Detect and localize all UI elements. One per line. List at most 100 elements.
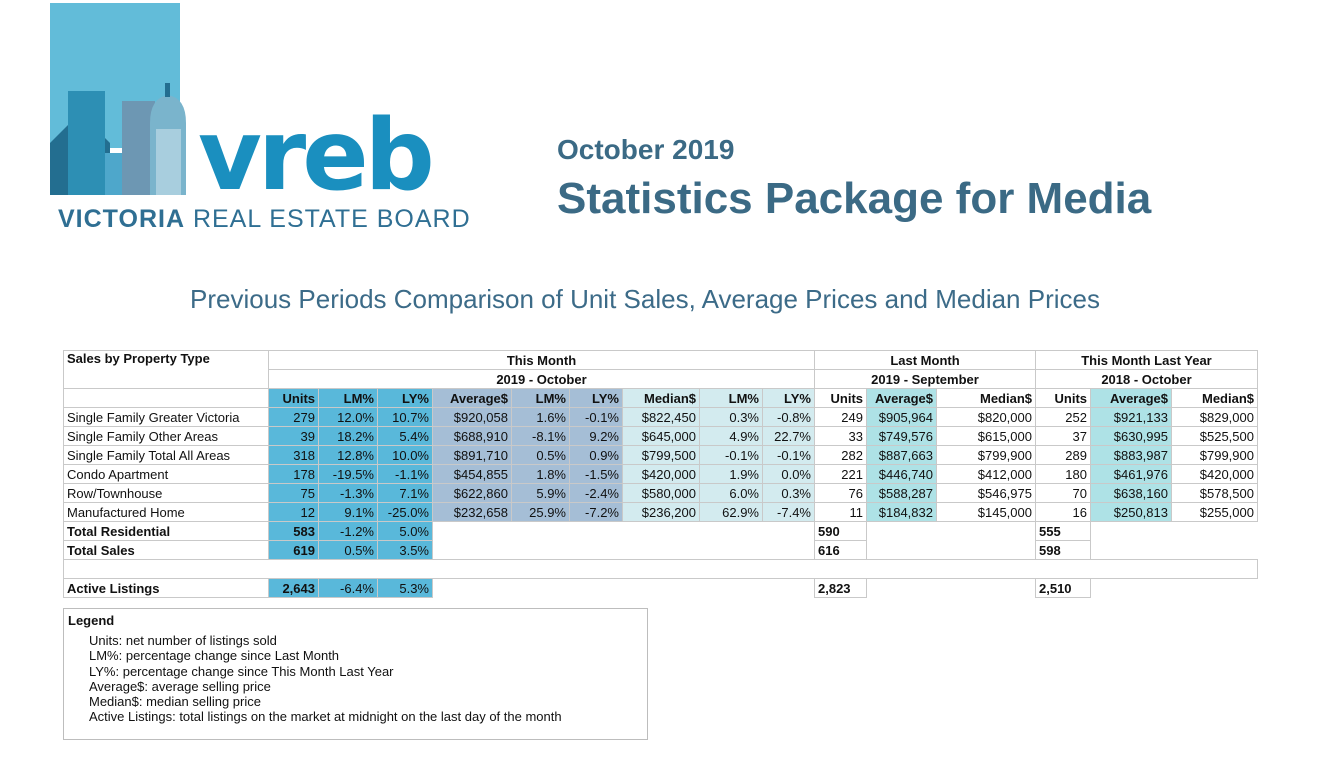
table-cell: -0.8% (762, 407, 815, 427)
table-cell: -1.3% (318, 483, 378, 503)
table-cell: $622,860 (432, 483, 512, 503)
table-cell: -6.4% (318, 578, 378, 598)
table-cell: $578,500 (1171, 483, 1258, 503)
table-cell: $525,500 (1171, 426, 1258, 446)
column-header: Average$ (1090, 388, 1172, 408)
table-cell: 70 (1035, 483, 1091, 503)
table-cell: 282 (814, 445, 867, 465)
empty-cell (1091, 579, 1258, 598)
table-cell: 1.6% (511, 407, 570, 427)
empty-cell (867, 541, 1036, 560)
empty-cell (433, 522, 815, 541)
legend-box: Legend Units: net number of listings sol… (63, 608, 648, 740)
table-cell: -25.0% (377, 502, 433, 522)
table-row: Row/Townhouse 75 -1.3% 7.1% $622,860 5.9% -2.4… (63, 483, 1258, 503)
table-cell: 25.9% (511, 502, 570, 522)
logo-word: vreb (198, 99, 431, 213)
table-cell: 5.4% (377, 426, 433, 446)
table-row: Single Family Other Areas 39 18.2% 5.4% $688… (63, 426, 1258, 446)
table-cell: 178 (268, 464, 319, 484)
table-cell: -2.4% (569, 483, 623, 503)
table-cell: -0.1% (699, 445, 763, 465)
table-cell: $232,658 (432, 502, 512, 522)
table-cell: 619 (268, 540, 319, 560)
table-cell: 279 (268, 407, 319, 427)
total-row: Total Sales 619 0.5% 3.5% 616 598 (63, 540, 1258, 560)
table-cell: $799,900 (936, 445, 1036, 465)
table-cell: 0.3% (762, 483, 815, 503)
group-last-month: Last Month (814, 350, 1036, 370)
column-header-spacer (63, 388, 269, 408)
row-label: Total Sales (63, 540, 269, 560)
total-row: Total Residential 583 -1.2% 5.0% 590 555 (63, 521, 1258, 541)
table-cell: $580,000 (622, 483, 700, 503)
spacer-row (63, 559, 1258, 579)
table-cell: 4.9% (699, 426, 763, 446)
empty-cell (1091, 522, 1258, 541)
column-header: LY% (569, 388, 623, 408)
legend-lines: Units: net number of listings sold LM%: … (89, 633, 562, 725)
legend-line: LY%: percentage change since This Month … (89, 663, 394, 679)
table-cell: $887,663 (866, 445, 937, 465)
table-cell: 221 (814, 464, 867, 484)
table-subtitle: Previous Periods Comparison of Unit Sale… (190, 284, 1100, 314)
table-cell: 0.0% (762, 464, 815, 484)
legend-line: LM%: percentage change since Last Month (89, 648, 340, 664)
table-cell: $454,855 (432, 464, 512, 484)
table-cell: 11 (814, 502, 867, 522)
row-label: Manufactured Home (63, 502, 269, 522)
legend-title: Legend (68, 613, 115, 628)
empty-cell (1091, 541, 1258, 560)
table-cell: $420,000 (622, 464, 700, 484)
row-label: Active Listings (63, 578, 269, 598)
table-cell: 0.5% (511, 445, 570, 465)
table-cell: 5.0% (377, 521, 433, 541)
table-cell: 616 (814, 540, 867, 560)
column-header: Units (814, 388, 867, 408)
table-cell: 0.9% (569, 445, 623, 465)
period-last-year: 2018 - October (1035, 369, 1258, 389)
table-row: Manufactured Home 12 9.1% -25.0% $232,658 25.… (63, 502, 1258, 522)
corner-label: Sales by Property Type (63, 350, 269, 389)
table-cell: 12.0% (318, 407, 378, 427)
table-cell: -1.1% (377, 464, 433, 484)
table-cell: 583 (268, 521, 319, 541)
table-cell: 252 (1035, 407, 1091, 427)
table-cell: 16 (1035, 502, 1091, 522)
table-cell: $799,500 (622, 445, 700, 465)
table-cell: -7.2% (569, 502, 623, 522)
table-cell: -8.1% (511, 426, 570, 446)
table-cell: 0.3% (699, 407, 763, 427)
table-cell: 62.9% (699, 502, 763, 522)
table-cell: $546,975 (936, 483, 1036, 503)
active-listings-row: Active Listings 2,643 -6.4% 5.3% 2,823 2,510 (63, 578, 1258, 598)
table-cell: 2,643 (268, 578, 319, 598)
row-label: Single Family Greater Victoria (63, 407, 269, 427)
column-header: Units (268, 388, 319, 408)
table-cell: $891,710 (432, 445, 512, 465)
logo-tagline: VICTORIA REAL ESTATE BOARD (58, 205, 471, 234)
column-header: LY% (377, 388, 433, 408)
table-cell: $820,000 (936, 407, 1036, 427)
table-cell: 12 (268, 502, 319, 522)
table-cell: 0.5% (318, 540, 378, 560)
group-header-row: Sales by Property Type This Month Last M… (63, 350, 1258, 389)
table-cell: $446,740 (866, 464, 937, 484)
row-label: Single Family Other Areas (63, 426, 269, 446)
table-cell: 6.0% (699, 483, 763, 503)
table-cell: 598 (1035, 540, 1091, 560)
table-cell: 555 (1035, 521, 1091, 541)
table-cell: -1.5% (569, 464, 623, 484)
table-cell: $883,987 (1090, 445, 1172, 465)
logo-tagline-rest: REAL ESTATE BOARD (192, 205, 471, 233)
table-cell: -7.4% (762, 502, 815, 522)
table-cell: 2,510 (1035, 578, 1091, 598)
table-cell: 37 (1035, 426, 1091, 446)
report-title: Statistics Package for Media (557, 174, 1152, 223)
column-header-row: Units LM% LY% Average$ LM% LY% Median$ LM% LY% Un… (63, 388, 1258, 408)
table-cell: -0.1% (569, 407, 623, 427)
table-cell: $255,000 (1171, 502, 1258, 522)
table-cell: $145,000 (936, 502, 1036, 522)
period-this-month: 2019 - October (268, 369, 815, 389)
table-row: Single Family Total All Areas 318 12.8% 10.… (63, 445, 1258, 465)
